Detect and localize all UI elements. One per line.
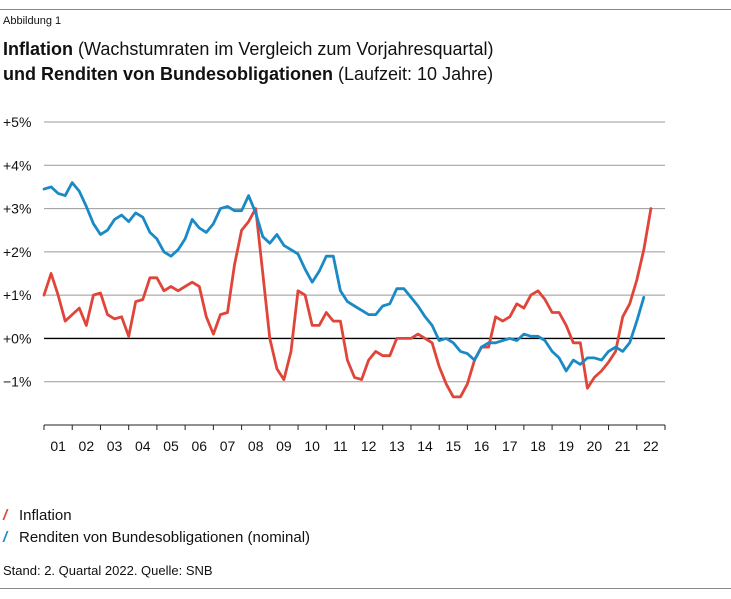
axis-layer: +5% +4% +3% +2% +1% +0% −1% 01 02 03 04 05 06 07 08 09 1… — [3, 114, 666, 454]
x-tick-label: 15 — [446, 438, 462, 454]
title-line1-bold: Inflation — [3, 39, 73, 59]
x-tick-label: 10 — [304, 438, 320, 454]
x-tick-label: 19 — [558, 438, 574, 454]
legend-inflation-label: Inflation — [19, 507, 72, 524]
title-line2-bold: und Renditen von Bundesobligationen — [3, 64, 333, 84]
y-tick-label: +2% — [3, 244, 31, 260]
x-tick-label: 17 — [502, 438, 518, 454]
y-tick-label: +3% — [3, 201, 31, 217]
y-tick-label: +4% — [3, 157, 31, 173]
source-note: Stand: 2. Quartal 2022. Quelle: SNB — [3, 563, 213, 578]
x-tick-label: 04 — [135, 438, 151, 454]
top-rule — [0, 9, 731, 10]
grid-layer — [44, 121, 665, 383]
x-tick-label: 14 — [417, 438, 433, 454]
x-tick-label: 06 — [191, 438, 207, 454]
inflation-line — [42, 207, 653, 399]
y-tick-label: −1% — [3, 374, 31, 390]
bottom-rule — [0, 588, 731, 589]
x-tick-label: 20 — [587, 438, 603, 454]
y-tick-label: +5% — [3, 114, 31, 130]
x-tick-label: 13 — [389, 438, 405, 454]
x-tick-label: 08 — [248, 438, 264, 454]
y-tick-label: +1% — [3, 287, 31, 303]
x-tick-label: 01 — [50, 438, 66, 454]
title-line1-rest: (Wachstumraten im Vergleich zum Vorjahre… — [73, 39, 494, 59]
legend-yields-marker: / — [3, 529, 8, 546]
figure-label: Abbildung 1 — [3, 15, 62, 27]
x-tick-label: 03 — [107, 438, 123, 454]
y-tick-label: +0% — [3, 330, 31, 346]
x-tick-label: 09 — [276, 438, 292, 454]
legend-inflation-marker: / — [3, 507, 8, 524]
x-tick-label: 16 — [474, 438, 490, 454]
x-tick-label: 22 — [643, 438, 659, 454]
chart-title: Inflation (Wachstumraten im Vergleich zu… — [3, 37, 494, 87]
x-tick-label: 18 — [530, 438, 546, 454]
x-tick-label: 05 — [163, 438, 179, 454]
legend-item-inflation: / Inflation — [3, 507, 72, 524]
x-tick-label: 02 — [79, 438, 95, 454]
title-line2-rest: (Laufzeit: 10 Jahre) — [333, 64, 494, 84]
x-tick-label: 12 — [361, 438, 377, 454]
x-tick-label: 07 — [220, 438, 236, 454]
x-tick-label: 11 — [333, 438, 348, 454]
legend-item-yields: / Renditen von Bundesobligationen (nomina… — [3, 529, 310, 546]
line-chart: +5% +4% +3% +2% +1% +0% −1% 01 02 03 04 05 06 07 08 09 1… — [3, 114, 666, 454]
yields-line — [42, 181, 646, 373]
series-layer — [42, 181, 653, 399]
x-tick-label: 21 — [615, 438, 631, 454]
legend-yields-label: Renditen von Bundesobligationen (nominal… — [19, 529, 311, 546]
